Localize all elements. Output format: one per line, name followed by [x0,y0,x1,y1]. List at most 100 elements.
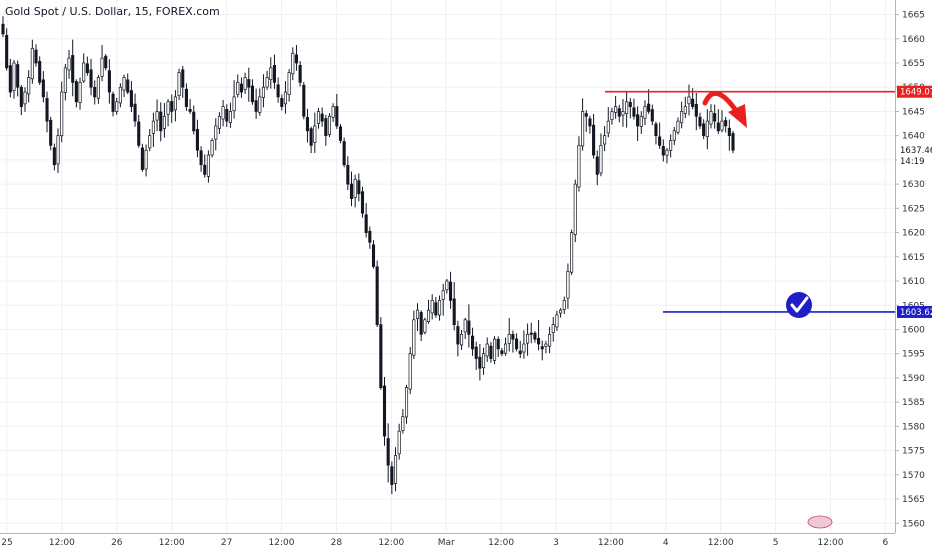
candle-body [38,61,42,83]
y-tick-label: 1580 [902,422,925,432]
candle-body [419,312,423,335]
x-tick-label: 3 [553,538,559,548]
candle-body [393,455,398,484]
candle-body [118,86,122,104]
candle-body [1,23,5,35]
candle-body [368,230,372,243]
candle-body [173,96,177,111]
y-tick-label: 1625 [902,204,925,214]
down-arrow-curve [702,90,740,115]
candle-body [214,125,218,140]
candle-body [702,123,706,137]
candle-body [335,106,339,127]
candle-body [85,63,89,74]
candle-body [93,87,97,98]
candle-body [16,64,20,88]
support-price-label: 1603.62 [900,308,932,318]
price-axis[interactable]: 1560156515701575158015851590159516001605… [895,0,932,550]
candle-body [49,119,53,146]
horizontal-levels[interactable] [605,90,895,313]
candle-body [115,101,119,112]
candle-body [478,356,482,369]
candle-body [603,135,607,145]
candle-body [559,309,563,314]
candle-body [518,350,522,355]
candle-body [474,346,478,359]
candle-body [614,106,618,113]
candle-body [12,62,16,91]
candle-body [577,145,581,188]
candle-body [30,48,34,80]
x-tick-label: 25 [1,538,12,548]
time-axis[interactable]: 25 12:00 26 12:00 27 12:00 28 12:00 Mar 12:00 3 12:… [0,533,895,549]
candle-body [485,343,489,357]
y-tick-label: 1590 [902,374,925,384]
y-tick-label: 1665 [902,11,925,21]
candle-body [636,114,640,127]
candle-body [408,353,412,390]
candle-body [371,244,376,267]
current-price-label: 1637.46 [900,146,932,156]
candle-body [210,140,214,156]
y-tick-label: 1585 [902,398,925,408]
candle-body [126,79,130,93]
candle-body [654,123,658,137]
grid-lines [0,0,895,533]
countdown-label: 14:19 [900,157,925,167]
candle-body [434,302,438,316]
candle-body [555,314,559,328]
candle-body [287,72,291,96]
candle-body [448,281,453,301]
candle-body [159,111,163,132]
y-tick-label: 1600 [902,325,925,335]
candle-body [713,113,717,122]
candle-body [27,77,31,95]
candle-body [441,290,445,300]
candle-body [52,147,56,166]
candle-body [23,91,27,105]
candle-body [661,146,665,156]
candle-body [724,120,728,127]
candle-body [41,79,45,98]
candle-body [324,118,328,137]
candle-body [672,130,676,141]
candle-body [540,346,544,350]
candle-body [463,319,467,333]
candle-body [192,111,196,132]
candle-body [625,101,629,114]
candle-body [588,118,592,127]
candle-body [89,69,93,88]
candle-body [665,149,669,156]
candle-body [617,108,621,117]
candle-body [56,135,60,165]
candle-body [320,113,324,122]
candle-body [236,82,240,95]
y-tick-label: 1620 [902,229,925,239]
candle-body [250,85,254,103]
x-tick-label: 26 [111,538,123,548]
candle-body [258,96,262,113]
candle-body [628,101,632,107]
candle-body [592,124,596,156]
candle-body [276,84,280,98]
x-tick-label: Mar [438,538,455,548]
candle-body [430,300,434,314]
candle-body [129,90,133,107]
candle-body [379,324,383,388]
x-tick-label: 12:00 [488,538,514,548]
candle-body [562,300,566,310]
candle-body [338,126,343,141]
candle-body [386,438,390,466]
economic-event-flag-icon [807,515,833,529]
candle-body [716,122,720,132]
candle-body [148,135,152,149]
candle-body [82,62,86,82]
candle-body [177,72,181,96]
candle-body [155,111,159,121]
candle-body [595,156,599,175]
candle-body [45,98,49,122]
y-tick-label: 1645 [902,107,925,117]
candle-body [548,333,552,347]
candle-body [412,319,416,356]
